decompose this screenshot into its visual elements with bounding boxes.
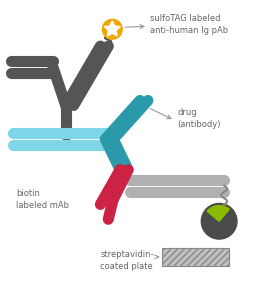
Circle shape bbox=[201, 203, 237, 239]
Text: biotin
labeled mAb: biotin labeled mAb bbox=[16, 189, 69, 210]
Text: drug
(antibody): drug (antibody) bbox=[178, 108, 221, 129]
Polygon shape bbox=[104, 21, 120, 36]
Bar bbox=[162, 248, 229, 266]
Text: streptavidin-
coated plate: streptavidin- coated plate bbox=[100, 250, 154, 271]
Text: sulfoTAG labeled
anti-human Ig pAb: sulfoTAG labeled anti-human Ig pAb bbox=[150, 14, 228, 35]
Wedge shape bbox=[207, 206, 229, 221]
Circle shape bbox=[102, 19, 122, 39]
